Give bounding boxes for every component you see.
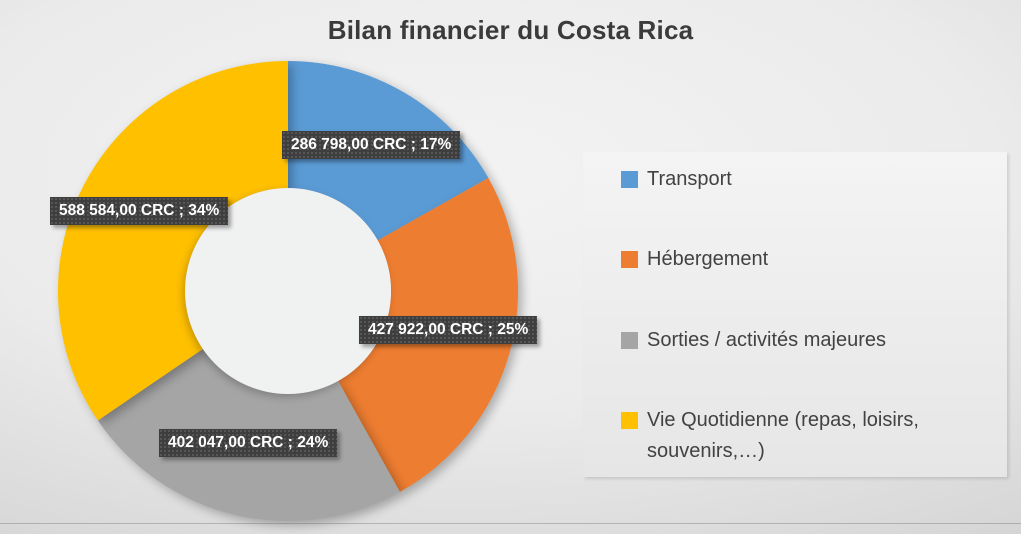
legend-swatch-hebergement bbox=[621, 251, 638, 268]
data-label-vie-quotidienne[interactable]: 588 584,00 CRC ; 34% bbox=[50, 197, 229, 225]
legend-box[interactable]: Transport Hébergement Sorties / activité… bbox=[583, 152, 1007, 477]
chart-title[interactable]: Bilan financier du Costa Rica bbox=[327, 15, 694, 45]
data-label-sorties[interactable]: 402 047,00 CRC ; 24% bbox=[159, 429, 338, 457]
legend-item-sorties[interactable]: Sorties / activités majeures bbox=[621, 325, 886, 356]
slice-vie-quotidienne[interactable] bbox=[57, 60, 289, 421]
legend-swatch-transport bbox=[621, 171, 638, 188]
legend-label-hebergement: Hébergement bbox=[647, 248, 769, 270]
legend-label-vie-quotidienne: Vie Quotidienne (repas, loisirs, souveni… bbox=[647, 409, 919, 462]
legend-item-hebergement[interactable]: Hébergement bbox=[621, 244, 768, 275]
data-label-hebergement[interactable]: 427 922,00 CRC ; 25% bbox=[359, 316, 538, 344]
legend-swatch-sorties bbox=[621, 332, 638, 349]
data-label-transport[interactable]: 286 798,00 CRC ; 17% bbox=[282, 131, 461, 159]
doughnut-hole bbox=[185, 188, 391, 394]
legend-label-sorties: Sorties / activités majeures bbox=[647, 329, 886, 351]
legend-swatch-vie-quotidienne bbox=[621, 412, 638, 429]
legend-label-transport: Transport bbox=[647, 168, 732, 190]
slide-edge-line bbox=[0, 523, 1021, 524]
legend-item-transport[interactable]: Transport bbox=[621, 164, 732, 195]
legend-item-vie-quotidienne[interactable]: Vie Quotidienne (repas, loisirs, souveni… bbox=[621, 405, 959, 467]
